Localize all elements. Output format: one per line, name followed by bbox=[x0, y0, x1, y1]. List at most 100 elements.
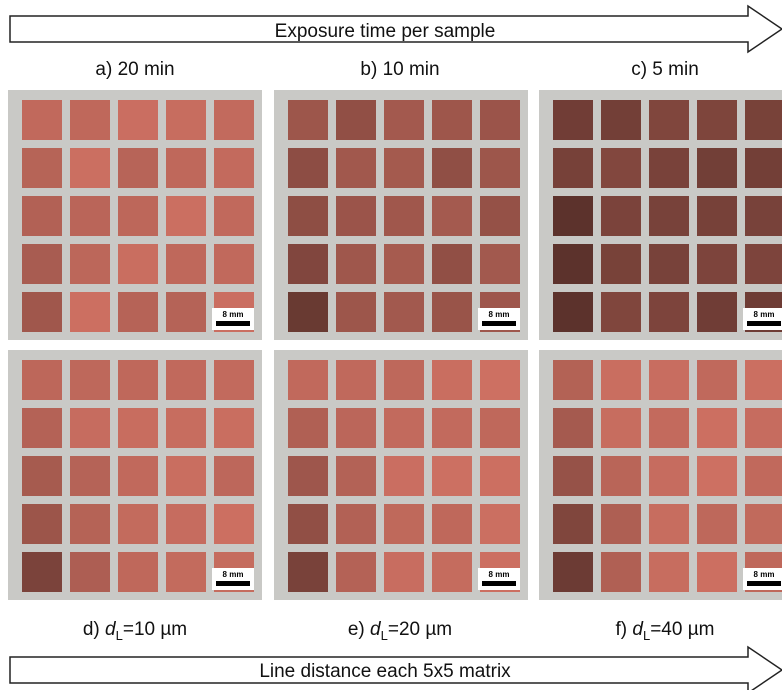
sample-square bbox=[649, 100, 689, 140]
sample-square bbox=[649, 552, 689, 592]
sample-square bbox=[553, 148, 593, 188]
sample-square bbox=[601, 456, 641, 496]
sample-square bbox=[432, 360, 472, 400]
sample-square bbox=[384, 360, 424, 400]
sample-square bbox=[553, 196, 593, 236]
sample-square bbox=[553, 292, 593, 332]
scale-bar-text: 8 mm bbox=[754, 570, 775, 579]
sample-square bbox=[70, 504, 110, 544]
sample-square bbox=[697, 244, 737, 284]
sample-square bbox=[649, 292, 689, 332]
sample-square bbox=[480, 100, 520, 140]
label-prefix: f) bbox=[616, 619, 628, 640]
sample-square bbox=[649, 504, 689, 544]
sample-square bbox=[432, 504, 472, 544]
sample-square bbox=[22, 456, 62, 496]
sample-square bbox=[166, 408, 206, 448]
sample-square bbox=[336, 552, 376, 592]
sample-square bbox=[22, 360, 62, 400]
sample-square bbox=[118, 100, 158, 140]
sample-square bbox=[214, 456, 254, 496]
sample-square bbox=[288, 100, 328, 140]
top-arrow bbox=[9, 4, 782, 54]
sample-square bbox=[22, 244, 62, 284]
sample-square bbox=[70, 148, 110, 188]
sample-square bbox=[601, 360, 641, 400]
sample-square bbox=[22, 148, 62, 188]
sample-square bbox=[166, 292, 206, 332]
sample-square bbox=[745, 100, 782, 140]
panel-label: a) 20 min bbox=[95, 59, 174, 80]
sample-square bbox=[288, 148, 328, 188]
sample-square bbox=[601, 408, 641, 448]
sample-square bbox=[288, 360, 328, 400]
sample-square bbox=[288, 552, 328, 592]
sample-square bbox=[118, 456, 158, 496]
sample-square bbox=[166, 360, 206, 400]
sample-square bbox=[553, 456, 593, 496]
sample-square bbox=[288, 408, 328, 448]
sample-square bbox=[214, 244, 254, 284]
sample-square bbox=[384, 456, 424, 496]
sample-square bbox=[118, 504, 158, 544]
sample-square bbox=[166, 504, 206, 544]
sample-square bbox=[480, 196, 520, 236]
label-variable: d bbox=[632, 619, 644, 640]
scale-bar bbox=[482, 321, 516, 326]
sample-square bbox=[336, 504, 376, 544]
sample-square bbox=[480, 360, 520, 400]
sample-square bbox=[697, 148, 737, 188]
sample-square bbox=[601, 196, 641, 236]
label-subscript: L bbox=[381, 628, 388, 643]
sample-square bbox=[432, 148, 472, 188]
sample-square bbox=[288, 292, 328, 332]
sample-square bbox=[336, 456, 376, 496]
sample-square bbox=[745, 148, 782, 188]
scale-bar bbox=[747, 581, 781, 586]
sample-square bbox=[553, 504, 593, 544]
sample-square bbox=[601, 292, 641, 332]
sample-square bbox=[384, 552, 424, 592]
sample-square bbox=[553, 408, 593, 448]
top-arrow-text: Exposure time per sample bbox=[275, 21, 496, 42]
sample-square bbox=[432, 552, 472, 592]
sample-square bbox=[336, 360, 376, 400]
sample-square bbox=[384, 196, 424, 236]
sample-square bbox=[384, 292, 424, 332]
scale-bar bbox=[747, 321, 781, 326]
label-rest: =20 µm bbox=[388, 619, 452, 640]
sample-square bbox=[214, 148, 254, 188]
sample-square bbox=[214, 360, 254, 400]
sample-square bbox=[432, 196, 472, 236]
label-variable: d bbox=[370, 619, 382, 640]
scale-bar bbox=[216, 581, 250, 586]
sample-square bbox=[166, 196, 206, 236]
sample-square bbox=[70, 100, 110, 140]
bottom-arrow bbox=[9, 645, 782, 690]
sample-square bbox=[70, 244, 110, 284]
scale-bar bbox=[216, 321, 250, 326]
panel-label: e) dL=20 µm bbox=[348, 619, 452, 643]
sample-square bbox=[601, 148, 641, 188]
panel-label: b) 10 min bbox=[360, 59, 439, 80]
sample-square bbox=[166, 552, 206, 592]
label-rest: =10 µm bbox=[123, 619, 187, 640]
sample-square bbox=[649, 360, 689, 400]
sample-square bbox=[480, 456, 520, 496]
sample-square bbox=[745, 360, 782, 400]
panel-label: c) 5 min bbox=[631, 59, 699, 80]
sample-square bbox=[118, 408, 158, 448]
sample-square bbox=[336, 148, 376, 188]
sample-square bbox=[166, 456, 206, 496]
sample-square bbox=[745, 456, 782, 496]
sample-square bbox=[22, 408, 62, 448]
sample-square bbox=[70, 456, 110, 496]
sample-square bbox=[214, 504, 254, 544]
label-prefix: d) bbox=[83, 619, 100, 640]
scale-bar-text: 8 mm bbox=[223, 310, 244, 319]
sample-square bbox=[118, 244, 158, 284]
sample-square bbox=[649, 196, 689, 236]
sample-square bbox=[480, 148, 520, 188]
sample-square bbox=[480, 504, 520, 544]
sample-square bbox=[745, 504, 782, 544]
